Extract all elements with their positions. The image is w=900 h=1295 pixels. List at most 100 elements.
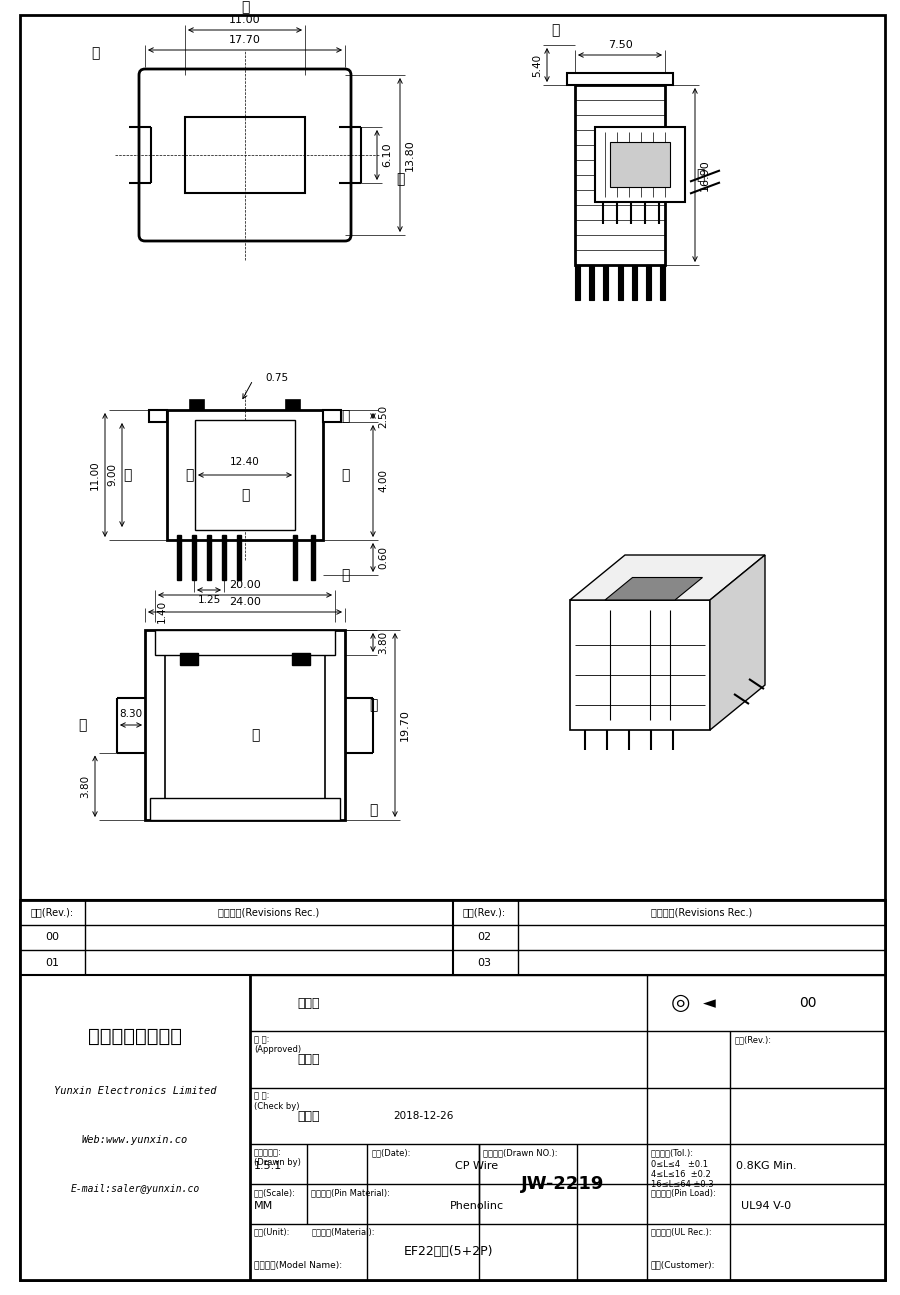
Text: Ⓟ: Ⓟ: [77, 717, 86, 732]
Text: 19.70: 19.70: [400, 710, 410, 741]
Text: Ⓐ: Ⓐ: [91, 47, 99, 60]
Text: 工程与设计:: 工程与设计:: [254, 1149, 282, 1158]
Text: ◎: ◎: [670, 993, 690, 1013]
Bar: [20, 900, 885, 1279]
Text: 韦景川: 韦景川: [298, 1053, 320, 1066]
Text: 4≤L≤16  ±0.2: 4≤L≤16 ±0.2: [651, 1171, 711, 1180]
Bar: [293, 535, 297, 580]
Text: Ⓒ: Ⓒ: [396, 172, 404, 186]
Text: Ⓘ: Ⓘ: [341, 467, 349, 482]
Text: Web:www.yunxin.co: Web:www.yunxin.co: [82, 1134, 188, 1145]
Text: CP Wire: CP Wire: [455, 1162, 499, 1171]
Text: EF22立式(5+2P): EF22立式(5+2P): [404, 1244, 493, 1257]
Polygon shape: [570, 600, 710, 730]
Text: 00: 00: [45, 932, 59, 943]
Bar: [292, 653, 310, 666]
Bar: [632, 265, 636, 300]
Bar: [660, 265, 665, 300]
Bar: [192, 535, 196, 580]
Text: 7.50: 7.50: [608, 40, 633, 51]
Polygon shape: [605, 578, 703, 600]
Bar: [177, 535, 181, 580]
Text: ◄: ◄: [703, 995, 716, 1013]
Text: 2018-12-26: 2018-12-26: [392, 1111, 454, 1121]
Text: (Drawn by): (Drawn by): [254, 1158, 301, 1167]
Text: 单位(Unit):: 单位(Unit):: [254, 1228, 291, 1237]
Text: Phenolinc: Phenolinc: [450, 1200, 504, 1211]
Text: 版本(Rev.):: 版本(Rev.):: [734, 1036, 771, 1045]
FancyBboxPatch shape: [139, 69, 351, 241]
Text: 11.00: 11.00: [230, 16, 261, 25]
Text: (Approved): (Approved): [254, 1045, 302, 1054]
Bar: [617, 265, 623, 300]
Text: 20.00: 20.00: [230, 580, 261, 591]
Text: 规格描述(Model Name):: 规格描述(Model Name):: [254, 1260, 342, 1269]
Bar: [180, 653, 198, 666]
Text: 核 准:: 核 准:: [254, 1036, 269, 1045]
Bar: [603, 265, 608, 300]
Bar: [646, 265, 651, 300]
Text: 云芊电子有限公司: 云芊电子有限公司: [88, 1027, 182, 1045]
Polygon shape: [570, 556, 765, 600]
Text: 针脚材质(Pin Material):: 针脚材质(Pin Material):: [311, 1188, 390, 1197]
Text: Ⓖ: Ⓖ: [184, 467, 194, 482]
Bar: [195, 420, 295, 530]
Text: Ⓔ: Ⓔ: [241, 488, 249, 502]
Text: MM: MM: [254, 1200, 274, 1211]
Text: 版本(Rev.):: 版本(Rev.):: [463, 908, 506, 917]
Text: 版本(Rev.):: 版本(Rev.):: [31, 908, 74, 917]
Bar: [590, 265, 594, 300]
Text: 02: 02: [477, 932, 491, 943]
Text: 针脚拉力(Pin Load):: 针脚拉力(Pin Load):: [651, 1188, 716, 1197]
Text: 0.60: 0.60: [378, 546, 388, 569]
Text: 03: 03: [478, 957, 491, 967]
Text: 12.40: 12.40: [230, 457, 260, 467]
Text: 8.30: 8.30: [120, 708, 142, 719]
Text: 1.25: 1.25: [197, 594, 220, 605]
Text: 3.80: 3.80: [378, 631, 388, 654]
Text: 客户(Customer):: 客户(Customer):: [651, 1260, 716, 1269]
Text: Ⓑ: Ⓑ: [241, 0, 249, 14]
Text: 防火等级(UL Rec.):: 防火等级(UL Rec.):: [651, 1228, 712, 1237]
Text: Ⓢ: Ⓢ: [551, 23, 559, 38]
Text: Ⓙ: Ⓙ: [341, 569, 349, 581]
Bar: [190, 400, 204, 411]
Text: 张生坤: 张生坤: [298, 997, 320, 1010]
Text: 17.70: 17.70: [230, 35, 261, 45]
Text: 00: 00: [799, 996, 816, 1010]
Bar: [145, 629, 345, 820]
Text: 0≤L≤4   ±0.1: 0≤L≤4 ±0.1: [651, 1160, 708, 1169]
Text: Ⓢ: Ⓢ: [369, 698, 377, 712]
Text: 1.40: 1.40: [157, 600, 167, 623]
Bar: [155, 629, 335, 655]
Text: E-mail:saler@yunxin.co: E-mail:saler@yunxin.co: [70, 1184, 200, 1194]
Text: 4.00: 4.00: [378, 470, 388, 492]
Bar: [575, 265, 580, 300]
Text: 一般公差(Tol.):: 一般公差(Tol.):: [651, 1149, 694, 1158]
Text: 校 对:: 校 对:: [254, 1092, 269, 1101]
Text: 5.40: 5.40: [532, 53, 542, 76]
Text: 0.8KG Min.: 0.8KG Min.: [735, 1162, 796, 1171]
Text: Ⓓ: Ⓓ: [696, 168, 704, 183]
Polygon shape: [595, 98, 720, 127]
Text: 13.80: 13.80: [405, 139, 415, 171]
Text: 比例(Scale):: 比例(Scale):: [254, 1188, 296, 1197]
Bar: [567, 73, 673, 85]
Bar: [575, 85, 665, 265]
Bar: [222, 535, 226, 580]
Text: 9.00: 9.00: [107, 464, 117, 487]
Bar: [165, 650, 325, 800]
Text: 11.00: 11.00: [90, 460, 100, 490]
Text: 6.10: 6.10: [382, 142, 392, 167]
Text: Ⓗ: Ⓗ: [341, 409, 349, 423]
Text: 1.5:1: 1.5:1: [254, 1162, 283, 1171]
Text: (Check by): (Check by): [254, 1102, 300, 1111]
Text: 修改记录(Revisions Rec.): 修改记录(Revisions Rec.): [218, 908, 320, 917]
Text: 刘水强: 刘水强: [298, 1110, 320, 1123]
Text: 本体材质(Material):: 本体材质(Material):: [311, 1228, 374, 1237]
Bar: [286, 400, 300, 411]
Text: 2.50: 2.50: [378, 404, 388, 427]
Bar: [167, 411, 323, 540]
Text: UL94 V-0: UL94 V-0: [741, 1200, 791, 1211]
Polygon shape: [685, 98, 720, 202]
